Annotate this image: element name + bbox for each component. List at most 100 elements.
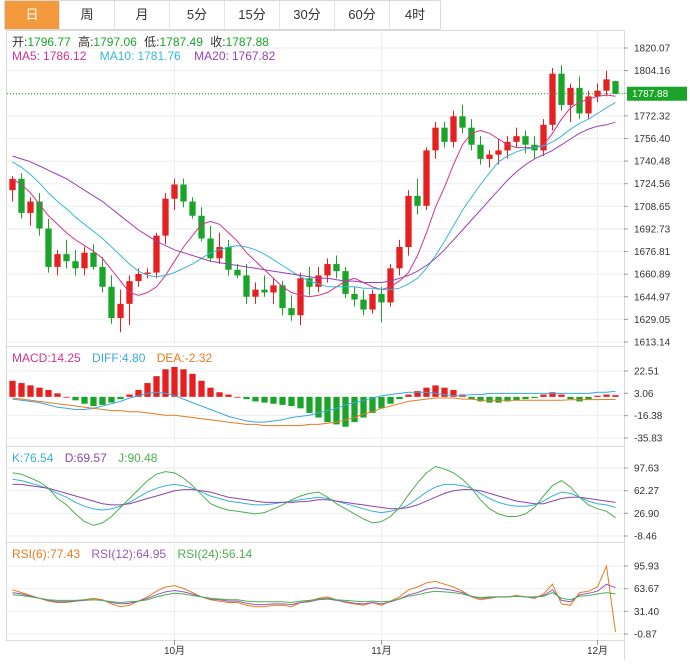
macd-bar-5 — [54, 393, 61, 397]
candle-66 — [603, 79, 610, 91]
macd-legend: MACD:14.25 DIFF:4.80 DEA:-2.32 — [12, 351, 212, 365]
macd-bar-28 — [261, 396, 268, 403]
candle-26 — [243, 275, 250, 297]
y-tick-label-2-1: 62.27 — [634, 486, 659, 497]
d-line — [12, 483, 616, 510]
candle-45 — [414, 195, 421, 206]
candle-33 — [306, 278, 313, 287]
macd-bar-1 — [18, 383, 25, 397]
macd-bar-2 — [27, 385, 34, 397]
y-tick-label-0-7: 1708.65 — [634, 202, 671, 213]
macd-bar-63 — [576, 396, 583, 402]
tab-5[interactable]: 30分 — [280, 1, 335, 29]
candle-19 — [180, 184, 187, 202]
macd-bar-47 — [432, 385, 439, 397]
macd-bar-27 — [252, 396, 259, 402]
tab-0[interactable]: 日 — [5, 1, 60, 29]
macd-bar-40 — [369, 396, 376, 413]
candle-17 — [162, 198, 169, 236]
rsi12-line — [12, 583, 616, 606]
candle-67 — [612, 81, 619, 94]
macd-bar-42 — [387, 396, 394, 404]
candle-64 — [585, 96, 592, 114]
tab-4[interactable]: 15分 — [225, 1, 280, 29]
tab-2[interactable]: 月 — [115, 1, 170, 29]
macd-bar-20 — [189, 373, 196, 397]
candle-9 — [90, 252, 97, 267]
candle-60 — [549, 73, 556, 125]
candle-55 — [504, 141, 511, 151]
candle-14 — [135, 274, 142, 282]
tab-3[interactable]: 5分 — [170, 1, 225, 29]
candle-52 — [477, 144, 484, 159]
candle-47 — [432, 127, 439, 151]
tab-7[interactable]: 4时 — [404, 7, 426, 22]
candle-32 — [297, 278, 304, 316]
macd-bar-13 — [126, 394, 133, 397]
y-tick-label-0-11: 1644.97 — [634, 292, 671, 303]
tab-6[interactable]: 60分 — [335, 1, 390, 29]
candle-38 — [351, 293, 358, 300]
candle-25 — [234, 269, 241, 276]
macd-bar-8 — [81, 396, 88, 404]
y-tick-label-2-2: 26.90 — [634, 509, 659, 520]
kdj-legend: K:76.54 D:69.57 J:90.48 — [12, 451, 158, 465]
macd-bar-64 — [585, 396, 592, 400]
candle-42 — [387, 268, 394, 303]
macd-bar-39 — [360, 396, 367, 418]
candle-65 — [594, 90, 601, 97]
candle-35 — [324, 264, 331, 276]
macd-bar-41 — [378, 396, 385, 409]
macd-bar-15 — [144, 383, 151, 397]
candle-46 — [423, 150, 430, 206]
macd-bar-18 — [171, 366, 178, 397]
macd-bar-36 — [333, 396, 340, 425]
candle-39 — [360, 299, 367, 310]
rsi6-line — [12, 564, 616, 633]
macd-bar-59 — [540, 394, 547, 397]
y-tick-label-0-12: 1629.05 — [634, 315, 671, 326]
candle-63 — [576, 87, 583, 114]
candle-30 — [279, 285, 286, 309]
y-tick-label-0-13: 1613.14 — [634, 338, 671, 349]
macd-bar-53 — [486, 396, 493, 403]
rsi24-line — [12, 590, 616, 604]
candle-34 — [315, 275, 322, 287]
macd-bar-12 — [117, 396, 124, 400]
rsi-legend: RSI(6):77.43 RSI(12):64.95 RSI(24):56.14 — [12, 547, 252, 561]
macd-bar-10 — [99, 396, 106, 405]
macd-bar-3 — [36, 387, 43, 397]
price-panel — [6, 30, 625, 347]
macd-bar-44 — [405, 394, 412, 397]
macd-bar-0 — [9, 380, 16, 397]
tab-1[interactable]: 周 — [60, 1, 115, 29]
y-tick-label-3-3: -0.87 — [634, 630, 657, 641]
ma-legend: MA5: 1786.12 MA10: 1781.76 MA20: 1767.82 — [12, 49, 276, 63]
y-tick-label-0-1: 1804.16 — [634, 66, 671, 77]
candle-16 — [153, 235, 160, 273]
candle-20 — [189, 201, 196, 216]
y-tick-label-0-0: 1820.07 — [634, 44, 671, 55]
macd-bar-45 — [414, 391, 421, 397]
j-line — [12, 465, 616, 526]
macd-bar-60 — [549, 392, 556, 397]
ma20-line — [12, 121, 616, 283]
y-tick-label-1-3: -35.83 — [634, 434, 663, 445]
macd-bar-66 — [603, 394, 610, 397]
macd-bar-57 — [522, 396, 529, 400]
candle-41 — [378, 293, 385, 303]
macd-bar-65 — [594, 395, 601, 397]
candle-54 — [495, 150, 502, 155]
candle-4 — [45, 228, 52, 267]
macd-bar-33 — [306, 396, 313, 413]
x-tick-label-1: 11月 — [371, 645, 391, 657]
y-tick-label-3-2: 31.40 — [634, 607, 659, 618]
macd-bar-16 — [153, 376, 160, 397]
candle-6 — [63, 254, 70, 262]
x-tick-label-0: 10月 — [164, 645, 185, 657]
macd-bar-34 — [315, 396, 322, 418]
y-tick-label-2-0: 97.63 — [634, 464, 659, 475]
last-price-box — [627, 86, 687, 101]
y-tick-label-0-4: 1756.40 — [634, 134, 671, 145]
